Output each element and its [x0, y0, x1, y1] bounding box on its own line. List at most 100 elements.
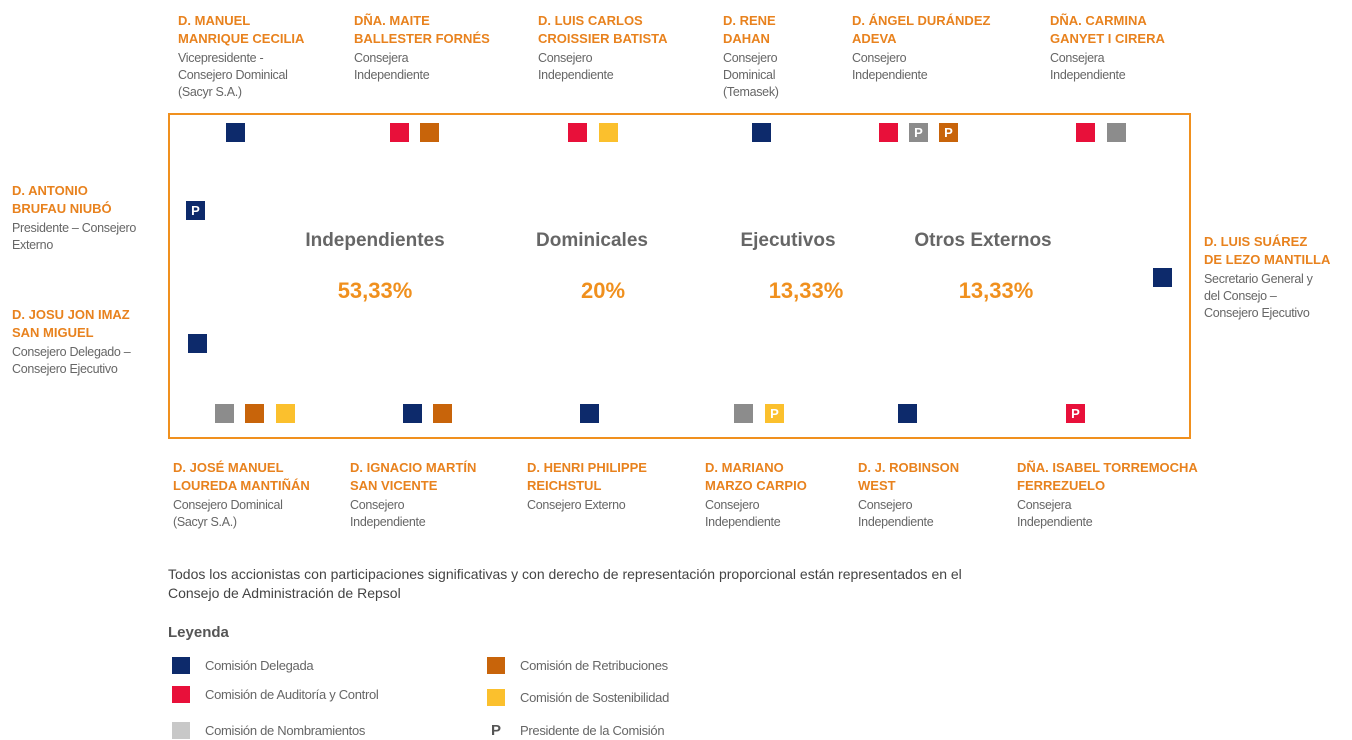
member-role: Consejero [705, 498, 760, 512]
member-name: SAN MIGUEL [12, 325, 94, 340]
member-role: Independiente [350, 515, 426, 529]
member-role: (Sacyr S.A.) [178, 85, 242, 99]
committee-badge [1107, 123, 1126, 142]
legend-label: Comisión de Auditoría y Control [205, 687, 379, 702]
committee-badge [276, 404, 295, 423]
committee-badge [599, 123, 618, 142]
member-role: Consejero Ejecutivo [1204, 306, 1310, 320]
member-name: D. IGNACIO MARTÍN [350, 460, 477, 475]
member-role: Independiente [538, 68, 614, 82]
member-name: FERREZUELO [1017, 478, 1106, 493]
member-name: SAN VICENTE [350, 478, 438, 493]
committee-badge [879, 123, 898, 142]
member-name: ADEVA [852, 31, 897, 46]
committee-badge [215, 404, 234, 423]
member-role: Consejera [1050, 51, 1105, 65]
committee-badge [403, 404, 422, 423]
member-role: Secretario General y [1204, 272, 1313, 286]
member-name: D. RENE [723, 13, 776, 28]
member-name: D. JOSÉ MANUEL [173, 460, 284, 475]
legend-label: Comisión de Retribuciones [520, 658, 668, 673]
note: Todos los accionistas con participacione… [168, 566, 962, 582]
president-badge: P [1066, 404, 1085, 423]
member-role: Consejero Dominical [178, 68, 288, 82]
member-name: D. HENRI PHILIPPE [527, 460, 647, 475]
committee-badge [1076, 123, 1095, 142]
member-role: Independiente [1050, 68, 1126, 82]
member-role: Consejero Delegado – [12, 345, 131, 359]
member-role: Consejero [858, 498, 913, 512]
committee-badge [898, 404, 917, 423]
member-name: DAHAN [723, 31, 770, 46]
member-role: Consejero [723, 51, 778, 65]
member-role: Consejero [350, 498, 405, 512]
committee-badge [1153, 268, 1172, 287]
legend-label: Comisión Delegada [205, 658, 314, 673]
member-role: (Sacyr S.A.) [173, 515, 237, 529]
president-badge: P [186, 201, 205, 220]
legend-swatch [487, 689, 505, 706]
member-role: Consejera [1017, 498, 1072, 512]
board-frame [168, 113, 1191, 439]
member-name: D. JOSU JON IMAZ [12, 307, 130, 322]
member-role: Consejero Ejecutivo [12, 362, 118, 376]
legend-label: Presidente de la Comisión [520, 723, 665, 738]
member-name: D. ANTONIO [12, 183, 88, 198]
committee-badge [226, 123, 245, 142]
legend-swatch [172, 686, 190, 703]
member-name: DE LEZO MANTILLA [1204, 252, 1331, 267]
stat-value: 53,33% [337, 278, 413, 303]
stat-value: 20% [580, 278, 626, 303]
member-name: BALLESTER FORNÉS [354, 31, 490, 46]
legend-title: Leyenda [168, 624, 229, 641]
member-role: Consejera [354, 51, 409, 65]
member-role: del Consejo – [1204, 289, 1277, 303]
member-name: DÑA. MAITE [354, 13, 430, 28]
legend-swatch [172, 722, 190, 739]
committee-badge [752, 123, 771, 142]
member-role: Vicepresidente - [178, 51, 264, 65]
stat-label: Independientes [305, 230, 445, 251]
legend-symbol: P [490, 722, 501, 739]
member-name: DÑA. CARMINA [1050, 13, 1147, 28]
committee-badge [245, 404, 264, 423]
stat-label: Dominicales [536, 230, 648, 251]
stat-value: 13,33% [768, 278, 844, 303]
member-name: D. MARIANO [705, 460, 784, 475]
stat-label: Otros Externos [914, 230, 1052, 251]
committee-badge [188, 334, 207, 353]
committee-badge [433, 404, 452, 423]
member-role: Consejero [538, 51, 593, 65]
president-badge: P [939, 123, 958, 142]
member-name: REICHSTUL [527, 478, 602, 493]
member-name: LOUREDA MANTIÑÁN [173, 478, 310, 493]
member-name: GANYET I CIRERA [1050, 31, 1165, 46]
committee-badge [390, 123, 409, 142]
member-role: Independiente [354, 68, 430, 82]
committee-badge [734, 404, 753, 423]
member-role: Consejero Externo [527, 498, 626, 512]
legend-swatch [172, 657, 190, 674]
member-role: Independiente [858, 515, 934, 529]
member-name: D. LUIS CARLOS [538, 13, 643, 28]
stat-value: 13,33% [958, 278, 1034, 303]
member-name: MARZO CARPIO [705, 478, 807, 493]
member-role: Externo [12, 238, 53, 252]
member-name: DÑA. ISABEL TORREMOCHA [1017, 460, 1198, 475]
member-role: Consejero Dominical [173, 498, 283, 512]
member-role: (Temasek) [723, 85, 779, 99]
member-role: Independiente [852, 68, 928, 82]
member-name: D. LUIS SUÁREZ [1204, 234, 1308, 249]
member-name: D. J. ROBINSON [858, 460, 960, 475]
member-name: MANRIQUE CECILIA [178, 31, 305, 46]
legend-swatch [487, 657, 505, 674]
member-name: WEST [858, 478, 896, 493]
member-name: D. MANUEL [178, 13, 251, 28]
legend-label: Comisión de Sostenibilidad [520, 690, 670, 705]
president-badge: P [909, 123, 928, 142]
member-role: Independiente [705, 515, 781, 529]
member-name: BRUFAU NIUBÓ [12, 201, 112, 216]
committee-badge [580, 404, 599, 423]
member-name: CROISSIER BATISTA [538, 31, 668, 46]
